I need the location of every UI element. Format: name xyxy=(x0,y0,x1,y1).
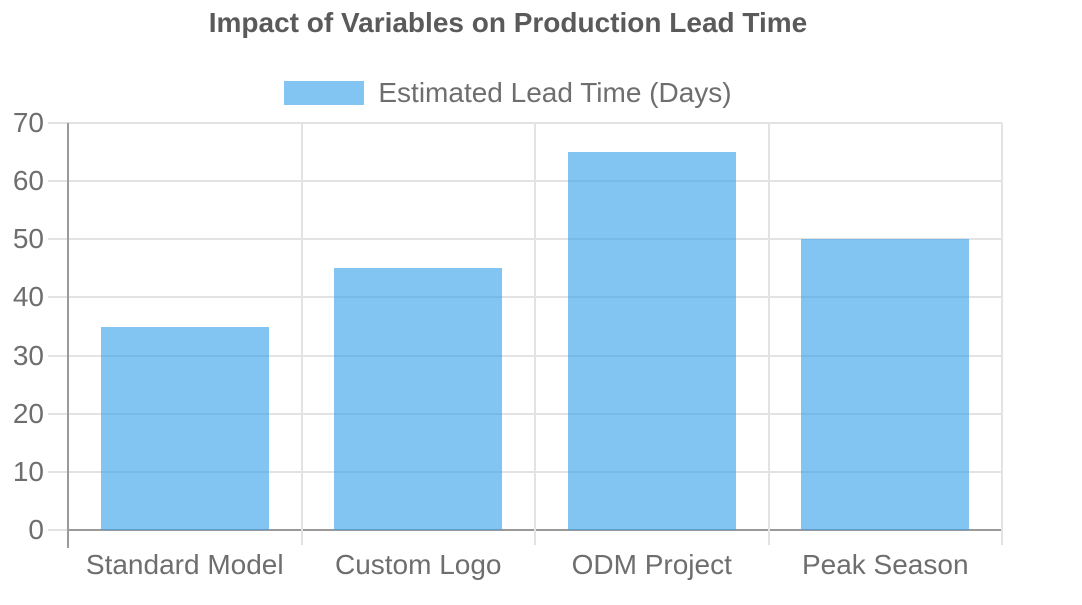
legend[interactable]: Estimated Lead Time (Days) xyxy=(0,78,1016,108)
bar-peak-season[interactable] xyxy=(801,239,970,530)
y-axis-tick xyxy=(48,122,68,124)
y-axis-tick xyxy=(48,180,68,183)
category-boundary-gridline xyxy=(767,123,770,545)
y-axis-tick xyxy=(48,412,68,415)
legend-swatch xyxy=(284,81,365,105)
category-boundary-gridline xyxy=(1001,123,1003,545)
x-axis-label: Custom Logo xyxy=(334,549,502,580)
y-axis-tick xyxy=(48,354,68,357)
bar-odm-project[interactable] xyxy=(567,152,736,530)
y-axis-tick-label: 50 xyxy=(12,223,44,255)
y-axis-tick xyxy=(48,470,68,473)
y-axis-tick-label: 10 xyxy=(12,455,44,487)
x-axis-label: Peak Season xyxy=(801,549,969,580)
chart-title: Impact of Variables on Production Lead T… xyxy=(208,7,808,38)
category-boundary-gridline xyxy=(534,123,536,545)
y-axis-tick-label: 20 xyxy=(12,397,44,429)
y-axis-tick xyxy=(48,238,68,241)
x-axis-label: ODM Project xyxy=(571,549,732,580)
y-axis-tick-label: 0 xyxy=(28,514,44,545)
legend-label: Estimated Lead Time (Days) xyxy=(378,77,732,108)
y-axis-tick-label: 30 xyxy=(12,339,44,371)
bar-standard-model[interactable] xyxy=(100,326,269,530)
y-axis-tick-label: 40 xyxy=(12,281,44,313)
y-axis-tick xyxy=(48,296,68,299)
category-boundary-gridline xyxy=(300,123,303,545)
x-axis-label: Standard Model xyxy=(85,549,284,580)
y-axis-tick-label: 70 xyxy=(12,107,44,138)
plot-area: 0 10 20 30 40 50 60 70 Standard Model Custom Logo… xyxy=(13,108,1003,580)
y-axis-tick-label: 60 xyxy=(12,165,44,197)
y-axis-line xyxy=(67,123,69,548)
chart-header: Impact of Variables on Production Lead T… xyxy=(0,0,1016,108)
bar-custom-logo[interactable] xyxy=(334,268,503,530)
y-axis-tick xyxy=(48,529,68,531)
